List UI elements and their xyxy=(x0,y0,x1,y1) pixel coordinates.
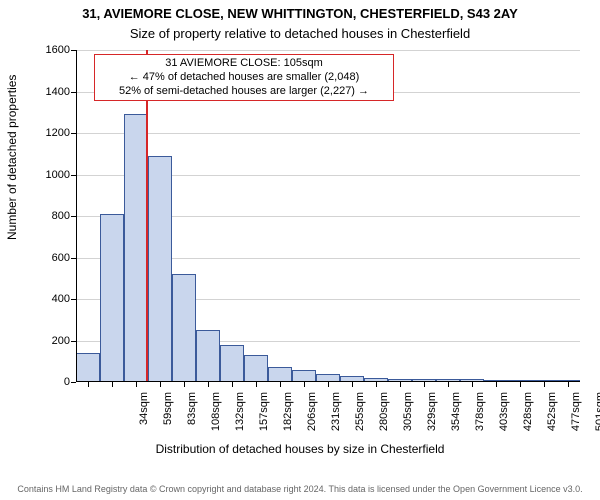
x-tick-label: 108sqm xyxy=(210,388,222,446)
attribution-text: Contains HM Land Registry data © Crown c… xyxy=(0,484,600,494)
callout-line1: 31 AVIEMORE CLOSE: 105sqm xyxy=(101,57,387,71)
x-tick-mark xyxy=(208,382,209,387)
x-tick-label: 255sqm xyxy=(354,388,366,446)
y-axis-line xyxy=(76,50,77,382)
x-tick-mark xyxy=(568,382,569,387)
plot-area: 31 AVIEMORE CLOSE: 105sqm ← 47% of detac… xyxy=(76,50,580,382)
x-tick-label: 280sqm xyxy=(378,388,390,446)
x-tick-mark xyxy=(472,382,473,387)
callout-box: 31 AVIEMORE CLOSE: 105sqm ← 47% of detac… xyxy=(94,54,394,101)
x-tick-mark xyxy=(496,382,497,387)
x-tick-label: 132sqm xyxy=(234,388,246,446)
x-tick-label: 378sqm xyxy=(474,388,486,446)
x-tick-label: 182sqm xyxy=(282,388,294,446)
x-tick-mark xyxy=(232,382,233,387)
x-tick-label: 206sqm xyxy=(306,388,318,446)
x-tick-mark xyxy=(424,382,425,387)
histogram-bar xyxy=(100,214,124,382)
x-tick-label: 34sqm xyxy=(138,388,150,446)
x-tick-mark xyxy=(280,382,281,387)
gridline xyxy=(76,133,580,134)
callout-line3: 52% of semi-detached houses are larger (… xyxy=(101,85,387,99)
x-tick-mark xyxy=(544,382,545,387)
x-tick-label: 501sqm xyxy=(594,388,600,446)
histogram-bar xyxy=(220,345,244,382)
x-tick-label: 231sqm xyxy=(330,388,342,446)
x-tick-mark xyxy=(376,382,377,387)
x-tick-label: 428sqm xyxy=(522,388,534,446)
histogram-bar xyxy=(148,156,172,382)
histogram-bar xyxy=(196,330,220,382)
y-axis-label: Number of detached properties xyxy=(5,75,19,240)
chart-root: { "title_line1": "31, AVIEMORE CLOSE, NE… xyxy=(0,0,600,500)
callout-line2: ← 47% of detached houses are smaller (2,… xyxy=(101,71,387,85)
x-tick-mark xyxy=(400,382,401,387)
chart-title-address: 31, AVIEMORE CLOSE, NEW WHITTINGTON, CHE… xyxy=(0,6,600,21)
histogram-bar xyxy=(124,114,148,382)
histogram-bar xyxy=(268,367,292,382)
x-tick-mark xyxy=(88,382,89,387)
x-tick-label: 305sqm xyxy=(402,388,414,446)
x-tick-label: 59sqm xyxy=(162,388,174,446)
x-tick-label: 354sqm xyxy=(450,388,462,446)
x-tick-label: 329sqm xyxy=(426,388,438,446)
x-tick-label: 452sqm xyxy=(546,388,558,446)
x-tick-mark xyxy=(112,382,113,387)
x-tick-mark xyxy=(256,382,257,387)
x-tick-mark xyxy=(160,382,161,387)
x-axis-label: Distribution of detached houses by size … xyxy=(0,442,600,456)
x-tick-mark xyxy=(448,382,449,387)
histogram-bar xyxy=(244,355,268,382)
x-tick-mark xyxy=(520,382,521,387)
x-tick-label: 477sqm xyxy=(570,388,582,446)
histogram-bar xyxy=(172,274,196,382)
x-tick-label: 157sqm xyxy=(258,388,270,446)
x-tick-mark xyxy=(352,382,353,387)
gridline xyxy=(76,50,580,51)
histogram-bar xyxy=(76,353,100,382)
x-axis-line xyxy=(76,381,580,382)
x-tick-label: 403sqm xyxy=(498,388,510,446)
chart-subtitle: Size of property relative to detached ho… xyxy=(0,26,600,41)
x-tick-label: 83sqm xyxy=(186,388,198,446)
x-tick-mark xyxy=(328,382,329,387)
x-tick-mark xyxy=(184,382,185,387)
x-tick-mark xyxy=(136,382,137,387)
x-tick-mark xyxy=(304,382,305,387)
y-tick-mark xyxy=(71,382,76,383)
